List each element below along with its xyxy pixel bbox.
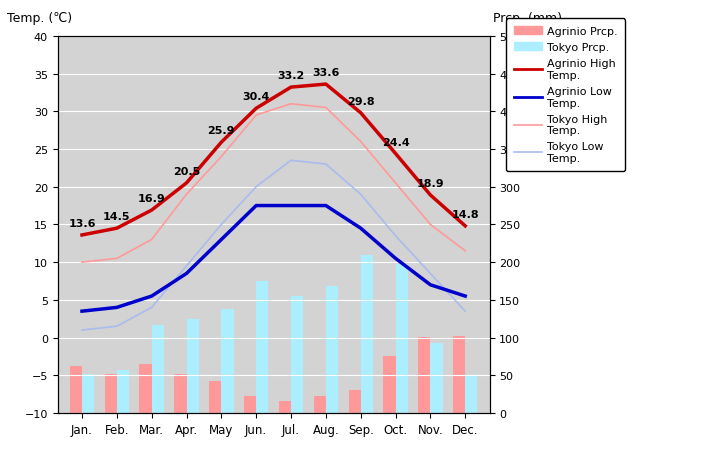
Bar — [465, 375, 477, 413]
Bar — [256, 281, 269, 413]
Tokyo Low
Temp. — [391, 234, 400, 239]
Agrinio Low
Temp. — [252, 203, 261, 209]
Tokyo High
Temp. — [391, 181, 400, 186]
Bar — [117, 370, 129, 413]
Bar — [174, 374, 186, 413]
Bar — [70, 366, 82, 413]
Agrinio High
Temp. — [112, 226, 121, 231]
Agrinio Low
Temp. — [356, 226, 365, 231]
Agrinio High
Temp. — [78, 233, 86, 238]
Bar — [431, 343, 443, 413]
Line: Tokyo High
Temp.: Tokyo High Temp. — [82, 105, 465, 263]
Agrinio High
Temp. — [217, 140, 225, 146]
Tokyo High
Temp. — [322, 106, 330, 111]
Tokyo Low
Temp. — [78, 328, 86, 333]
Agrinio Low
Temp. — [78, 309, 86, 314]
Bar — [348, 390, 361, 413]
Text: Prcp. (mm): Prcp. (mm) — [493, 12, 562, 25]
Tokyo Low
Temp. — [252, 185, 261, 190]
Agrinio Low
Temp. — [182, 271, 191, 277]
Tokyo Low
Temp. — [461, 309, 469, 314]
Bar — [291, 297, 303, 413]
Text: 16.9: 16.9 — [138, 194, 166, 204]
Text: Temp. (℃): Temp. (℃) — [7, 12, 72, 25]
Bar — [395, 264, 408, 413]
Bar — [186, 319, 199, 413]
Tokyo High
Temp. — [148, 237, 156, 243]
Bar — [453, 336, 465, 413]
Agrinio Low
Temp. — [461, 294, 469, 299]
Line: Tokyo Low
Temp.: Tokyo Low Temp. — [82, 161, 465, 330]
Bar — [418, 337, 431, 413]
Text: 33.6: 33.6 — [312, 68, 340, 78]
Agrinio High
Temp. — [322, 82, 330, 88]
Tokyo Low
Temp. — [426, 271, 435, 277]
Agrinio High
Temp. — [356, 111, 365, 116]
Bar — [221, 309, 233, 413]
Text: 13.6: 13.6 — [68, 218, 96, 229]
Agrinio Low
Temp. — [426, 282, 435, 288]
Text: 33.2: 33.2 — [277, 71, 305, 81]
Tokyo Low
Temp. — [322, 162, 330, 168]
Text: 14.8: 14.8 — [451, 210, 479, 220]
Bar — [244, 397, 256, 413]
Text: 24.4: 24.4 — [382, 137, 410, 147]
Text: 14.5: 14.5 — [103, 212, 130, 222]
Tokyo High
Temp. — [356, 140, 365, 145]
Agrinio Low
Temp. — [217, 237, 225, 243]
Agrinio High
Temp. — [287, 85, 295, 91]
Bar — [314, 396, 326, 413]
Tokyo Low
Temp. — [112, 324, 121, 329]
Agrinio High
Temp. — [182, 181, 191, 186]
Text: 25.9: 25.9 — [207, 126, 235, 136]
Text: 29.8: 29.8 — [347, 97, 374, 107]
Tokyo High
Temp. — [252, 113, 261, 118]
Bar — [82, 374, 94, 413]
Agrinio High
Temp. — [426, 193, 435, 198]
Tokyo High
Temp. — [461, 248, 469, 254]
Agrinio Low
Temp. — [322, 203, 330, 209]
Tokyo Low
Temp. — [287, 158, 295, 164]
Line: Agrinio High
Temp.: Agrinio High Temp. — [82, 85, 465, 235]
Agrinio Low
Temp. — [148, 294, 156, 299]
Bar — [361, 255, 373, 413]
Tokyo High
Temp. — [112, 256, 121, 262]
Tokyo Low
Temp. — [148, 305, 156, 310]
Bar — [383, 357, 395, 413]
Tokyo High
Temp. — [217, 154, 225, 160]
Agrinio Low
Temp. — [112, 305, 121, 310]
Agrinio High
Temp. — [148, 208, 156, 213]
Tokyo Low
Temp. — [182, 263, 191, 269]
Agrinio High
Temp. — [252, 106, 261, 112]
Agrinio High
Temp. — [461, 224, 469, 229]
Tokyo High
Temp. — [78, 260, 86, 265]
Text: 18.9: 18.9 — [417, 179, 444, 189]
Agrinio Low
Temp. — [287, 203, 295, 209]
Legend: Agrinio Prcp., Tokyo Prcp., Agrinio High
Temp., Agrinio Low
Temp., Tokyo High
Te: Agrinio Prcp., Tokyo Prcp., Agrinio High… — [506, 19, 626, 172]
Bar — [104, 374, 117, 413]
Agrinio High
Temp. — [391, 151, 400, 157]
Bar — [326, 286, 338, 413]
Bar — [152, 325, 164, 413]
Tokyo High
Temp. — [182, 192, 191, 197]
Bar — [209, 381, 221, 413]
Line: Agrinio Low
Temp.: Agrinio Low Temp. — [82, 206, 465, 312]
Tokyo High
Temp. — [426, 222, 435, 228]
Tokyo High
Temp. — [287, 102, 295, 107]
Tokyo Low
Temp. — [217, 222, 225, 228]
Bar — [140, 364, 152, 413]
Agrinio Low
Temp. — [391, 256, 400, 262]
Text: 20.5: 20.5 — [173, 167, 200, 177]
Tokyo Low
Temp. — [356, 192, 365, 197]
Text: 30.4: 30.4 — [243, 92, 270, 102]
Bar — [279, 401, 291, 413]
